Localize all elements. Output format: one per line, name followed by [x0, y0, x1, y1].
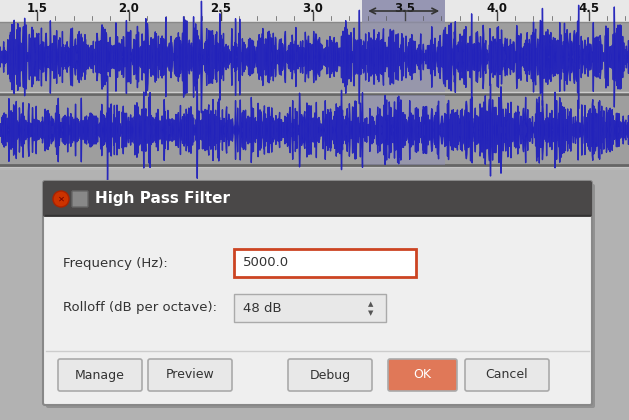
Text: 4.5: 4.5 — [578, 3, 599, 16]
FancyBboxPatch shape — [43, 181, 592, 405]
Circle shape — [53, 191, 69, 207]
Text: ▲: ▲ — [369, 301, 374, 307]
FancyBboxPatch shape — [72, 191, 88, 207]
FancyBboxPatch shape — [43, 181, 592, 217]
Text: Preview: Preview — [165, 368, 214, 381]
FancyBboxPatch shape — [465, 359, 549, 391]
Text: 2.5: 2.5 — [210, 3, 231, 16]
Text: ✕: ✕ — [57, 194, 65, 204]
Text: 5000.0: 5000.0 — [243, 257, 289, 270]
FancyBboxPatch shape — [46, 184, 595, 408]
FancyBboxPatch shape — [234, 294, 386, 322]
FancyBboxPatch shape — [288, 359, 372, 391]
Text: 1.5: 1.5 — [26, 3, 47, 16]
Text: Rolloff (dB per octave):: Rolloff (dB per octave): — [63, 302, 217, 315]
FancyBboxPatch shape — [234, 249, 416, 277]
FancyBboxPatch shape — [148, 359, 232, 391]
Bar — [0, 22, 629, 92]
Text: OK: OK — [413, 368, 431, 381]
Bar — [362, 0, 445, 22]
FancyBboxPatch shape — [388, 359, 457, 391]
Text: High Pass Filter: High Pass Filter — [95, 192, 230, 207]
Text: ▼: ▼ — [369, 310, 374, 316]
Text: Manage: Manage — [75, 368, 125, 381]
Bar — [362, 95, 445, 165]
Text: Debug: Debug — [309, 368, 350, 381]
Text: Frequency (Hz):: Frequency (Hz): — [63, 257, 168, 270]
Bar — [45, 183, 590, 215]
Bar — [0, 0, 629, 170]
Text: Cancel: Cancel — [486, 368, 528, 381]
Text: 2.0: 2.0 — [118, 3, 139, 16]
Text: 3.5: 3.5 — [394, 3, 415, 16]
Text: 3.0: 3.0 — [302, 3, 323, 16]
Bar — [0, 95, 629, 165]
FancyBboxPatch shape — [58, 359, 142, 391]
Text: 4.0: 4.0 — [486, 3, 507, 16]
Bar — [0, 0, 629, 22]
Text: 48 dB: 48 dB — [243, 302, 282, 315]
Bar — [362, 22, 445, 92]
